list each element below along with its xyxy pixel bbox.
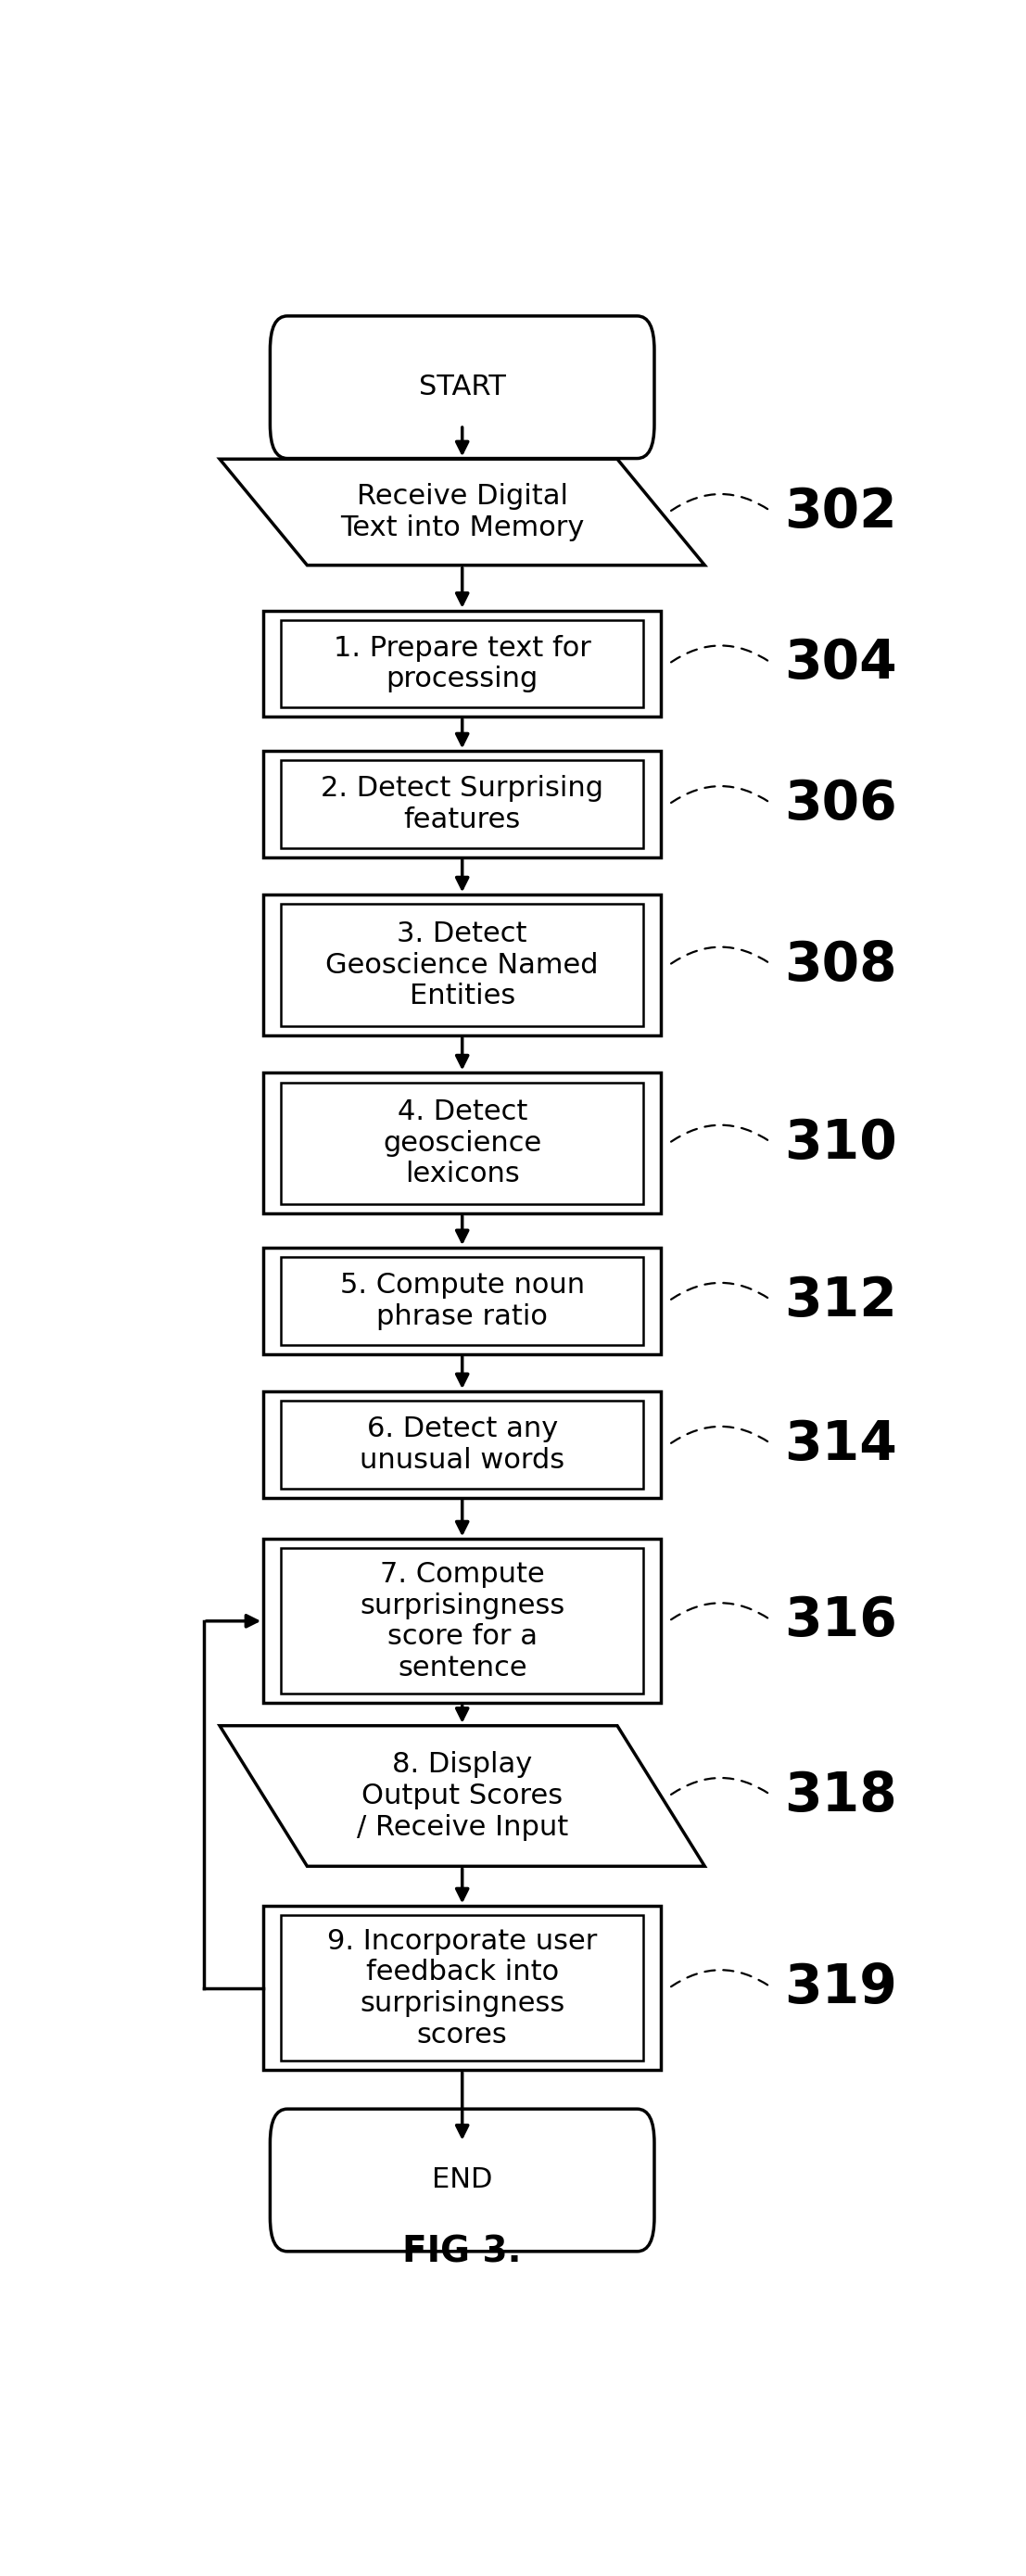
Bar bbox=[281, 1548, 643, 1692]
Bar bbox=[264, 1247, 661, 1355]
Text: 319: 319 bbox=[784, 1963, 897, 2014]
Bar bbox=[264, 1072, 661, 1213]
Text: 318: 318 bbox=[784, 1770, 897, 1821]
Text: 1. Prepare text for
processing: 1. Prepare text for processing bbox=[333, 634, 591, 693]
FancyBboxPatch shape bbox=[270, 317, 655, 459]
Polygon shape bbox=[220, 459, 705, 564]
Text: 3. Detect
Geoscience Named
Entities: 3. Detect Geoscience Named Entities bbox=[325, 920, 599, 1010]
Bar bbox=[264, 611, 661, 716]
Text: 7. Compute
surprisingness
score for a
sentence: 7. Compute surprisingness score for a se… bbox=[360, 1561, 564, 1682]
Text: START: START bbox=[419, 374, 506, 402]
Bar bbox=[281, 1401, 643, 1489]
Bar bbox=[281, 1082, 643, 1203]
Text: FIG 3.: FIG 3. bbox=[402, 2233, 522, 2269]
Text: 316: 316 bbox=[784, 1595, 897, 1649]
Bar bbox=[281, 621, 643, 708]
Bar bbox=[264, 752, 661, 858]
Bar bbox=[281, 760, 643, 848]
Text: 8. Display
Output Scores
/ Receive Input: 8. Display Output Scores / Receive Input bbox=[356, 1752, 568, 1842]
Text: 5. Compute noun
phrase ratio: 5. Compute noun phrase ratio bbox=[340, 1273, 585, 1329]
Bar bbox=[264, 1906, 661, 2071]
Bar bbox=[264, 894, 661, 1036]
Text: 302: 302 bbox=[784, 487, 897, 538]
Text: Receive Digital
Text into Memory: Receive Digital Text into Memory bbox=[341, 484, 584, 541]
Text: 304: 304 bbox=[784, 636, 897, 690]
Polygon shape bbox=[220, 1726, 705, 1865]
Text: 312: 312 bbox=[784, 1275, 897, 1327]
Text: 4. Detect
geoscience
lexicons: 4. Detect geoscience lexicons bbox=[383, 1097, 542, 1188]
Text: END: END bbox=[432, 2166, 492, 2195]
Text: 314: 314 bbox=[784, 1419, 897, 1471]
Text: 9. Incorporate user
feedback into
surprisingness
scores: 9. Incorporate user feedback into surpri… bbox=[327, 1927, 597, 2048]
FancyBboxPatch shape bbox=[270, 2110, 655, 2251]
Text: 6. Detect any
unusual words: 6. Detect any unusual words bbox=[360, 1417, 564, 1473]
Bar bbox=[264, 1391, 661, 1497]
Text: 306: 306 bbox=[784, 778, 897, 829]
Bar bbox=[281, 1917, 643, 2061]
Bar bbox=[264, 1538, 661, 1703]
Text: 310: 310 bbox=[784, 1118, 897, 1170]
Bar bbox=[281, 904, 643, 1025]
Bar bbox=[281, 1257, 643, 1345]
Text: 308: 308 bbox=[784, 938, 897, 992]
Text: 2. Detect Surprising
features: 2. Detect Surprising features bbox=[321, 775, 603, 832]
